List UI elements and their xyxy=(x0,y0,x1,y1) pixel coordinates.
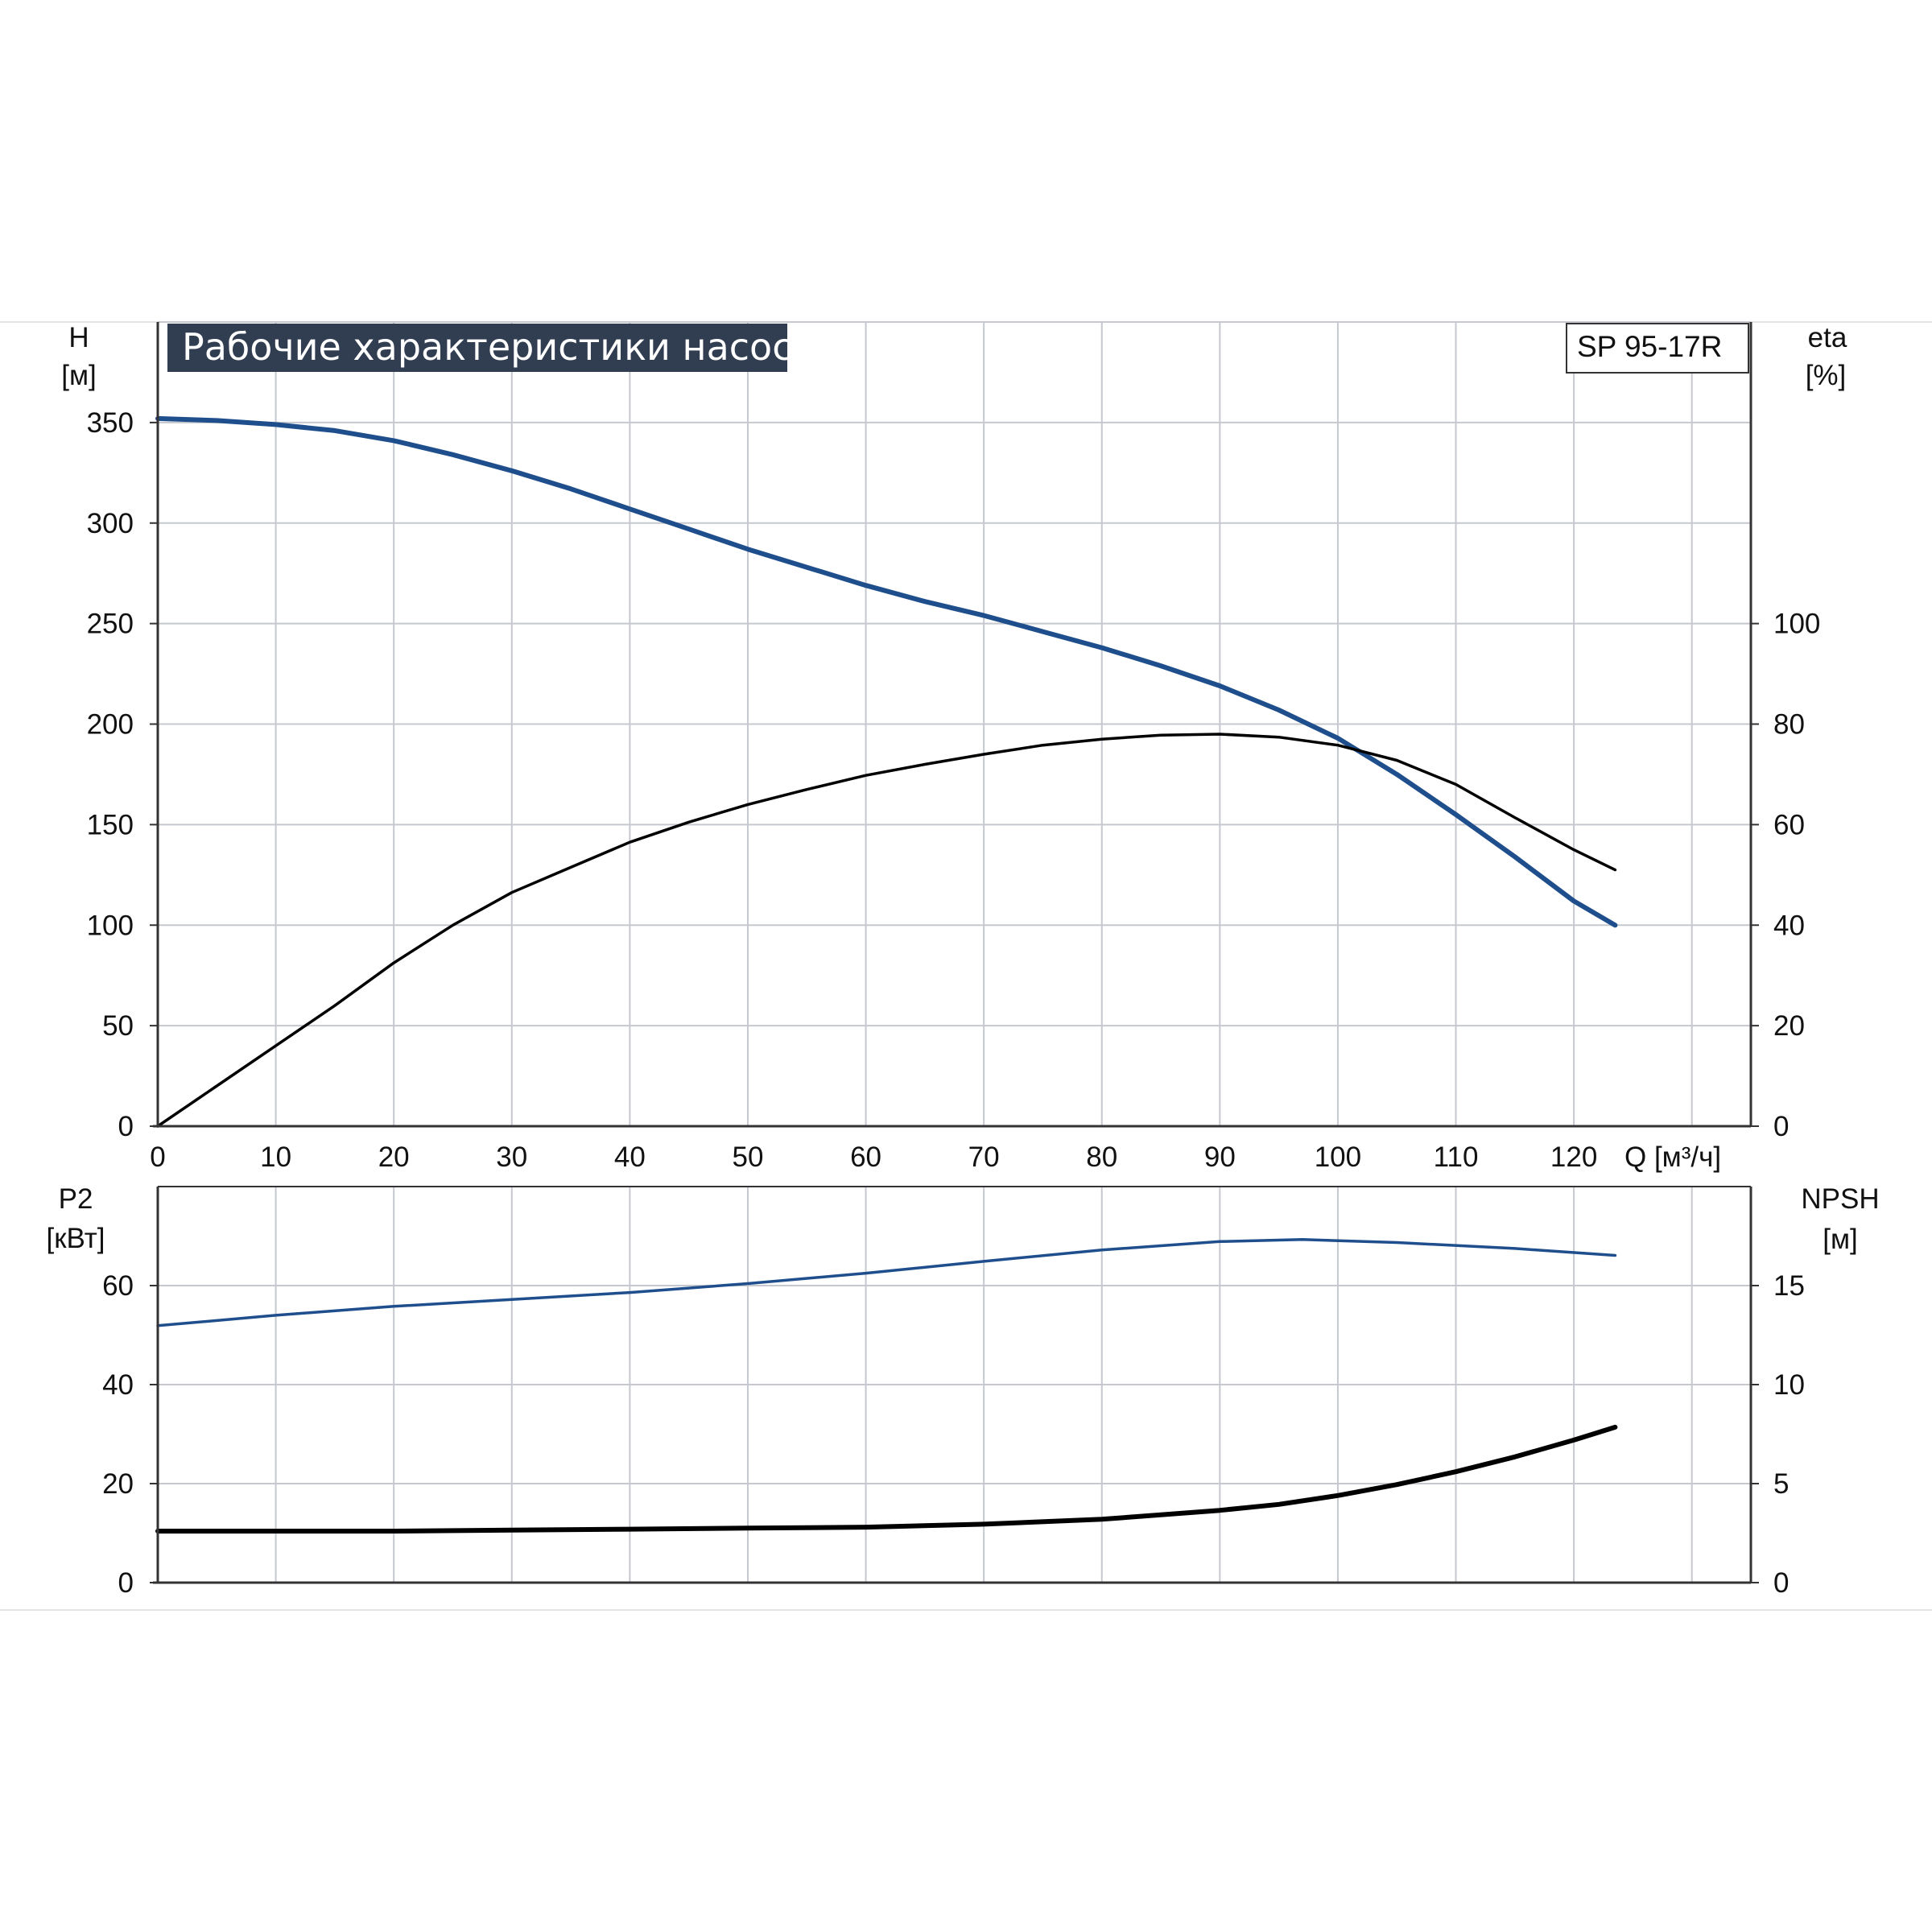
npsh-axis-name: NPSH xyxy=(1801,1183,1879,1215)
right-tick-label: 40 xyxy=(1773,910,1805,941)
efficiency-curve xyxy=(156,733,1617,1128)
h-axis-unit: [м] xyxy=(61,360,97,391)
x-tick-label: 40 xyxy=(614,1141,646,1173)
x-tick-label: 110 xyxy=(1434,1141,1479,1173)
left-tick-label: 300 xyxy=(87,508,134,539)
q-axis-label: Q [м³/ч] xyxy=(1624,1141,1721,1173)
x-tick-label: 60 xyxy=(850,1141,881,1173)
x-tick-label: 10 xyxy=(260,1141,291,1173)
right-tick-label: 15 xyxy=(1773,1270,1805,1302)
model-box xyxy=(1566,323,1749,374)
x-tick-label: 80 xyxy=(1086,1141,1117,1173)
right-tick-label: 80 xyxy=(1773,709,1805,741)
x-tick-label: 50 xyxy=(732,1141,763,1173)
x-tick-label: 90 xyxy=(1204,1141,1236,1173)
eta-axis-unit: [%] xyxy=(1806,360,1847,391)
axes xyxy=(150,322,1759,1584)
p2-axis-name: P2 xyxy=(59,1183,93,1215)
npsh-axis-unit: [м] xyxy=(1823,1224,1858,1255)
left-tick-label: 250 xyxy=(87,609,134,640)
left-tick-label: 350 xyxy=(87,407,134,439)
x-tick-label: 70 xyxy=(968,1141,1000,1173)
chart-title: Рабочие характеристики насоса xyxy=(182,325,815,369)
x-tick-label: 100 xyxy=(1315,1141,1361,1173)
left-tick-label: 0 xyxy=(118,1111,134,1142)
title-background xyxy=(167,324,787,372)
top-panel-grid xyxy=(158,321,1751,1126)
right-tick-label: 0 xyxy=(1773,1111,1789,1142)
right-tick-label: 60 xyxy=(1773,809,1805,840)
right-tick-label: 20 xyxy=(1773,1010,1805,1042)
left-tick-label: 200 xyxy=(87,709,134,741)
x-tick-label: 0 xyxy=(150,1141,165,1173)
power-curve xyxy=(156,1238,1617,1327)
x-tick-label: 20 xyxy=(378,1141,410,1173)
p2-axis-unit: [кВт] xyxy=(47,1223,105,1254)
head-curve xyxy=(155,415,1618,928)
h-axis-name: H xyxy=(68,322,89,353)
left-tick-label: 150 xyxy=(87,809,134,840)
top-panel-series xyxy=(155,415,1618,1128)
eta-axis-name: eta xyxy=(1808,322,1847,353)
right-tick-label: 5 xyxy=(1773,1468,1789,1500)
right-tick-label: 100 xyxy=(1773,609,1820,640)
x-tick-label: 30 xyxy=(496,1141,527,1173)
left-tick-label: 50 xyxy=(102,1010,134,1042)
left-tick-label: 20 xyxy=(102,1468,134,1500)
left-tick-label: 40 xyxy=(102,1369,134,1401)
left-tick-label: 100 xyxy=(87,910,134,941)
right-tick-label: 10 xyxy=(1773,1369,1805,1401)
left-tick-label: 60 xyxy=(102,1270,134,1302)
model-label: SP 95-17R xyxy=(1577,330,1722,363)
right-tick-label: 0 xyxy=(1773,1567,1789,1599)
npsh-curve xyxy=(155,1424,1618,1534)
bottom-panel-series xyxy=(155,1238,1618,1534)
left-tick-label: 0 xyxy=(118,1567,134,1599)
x-tick-label: 120 xyxy=(1550,1141,1597,1173)
